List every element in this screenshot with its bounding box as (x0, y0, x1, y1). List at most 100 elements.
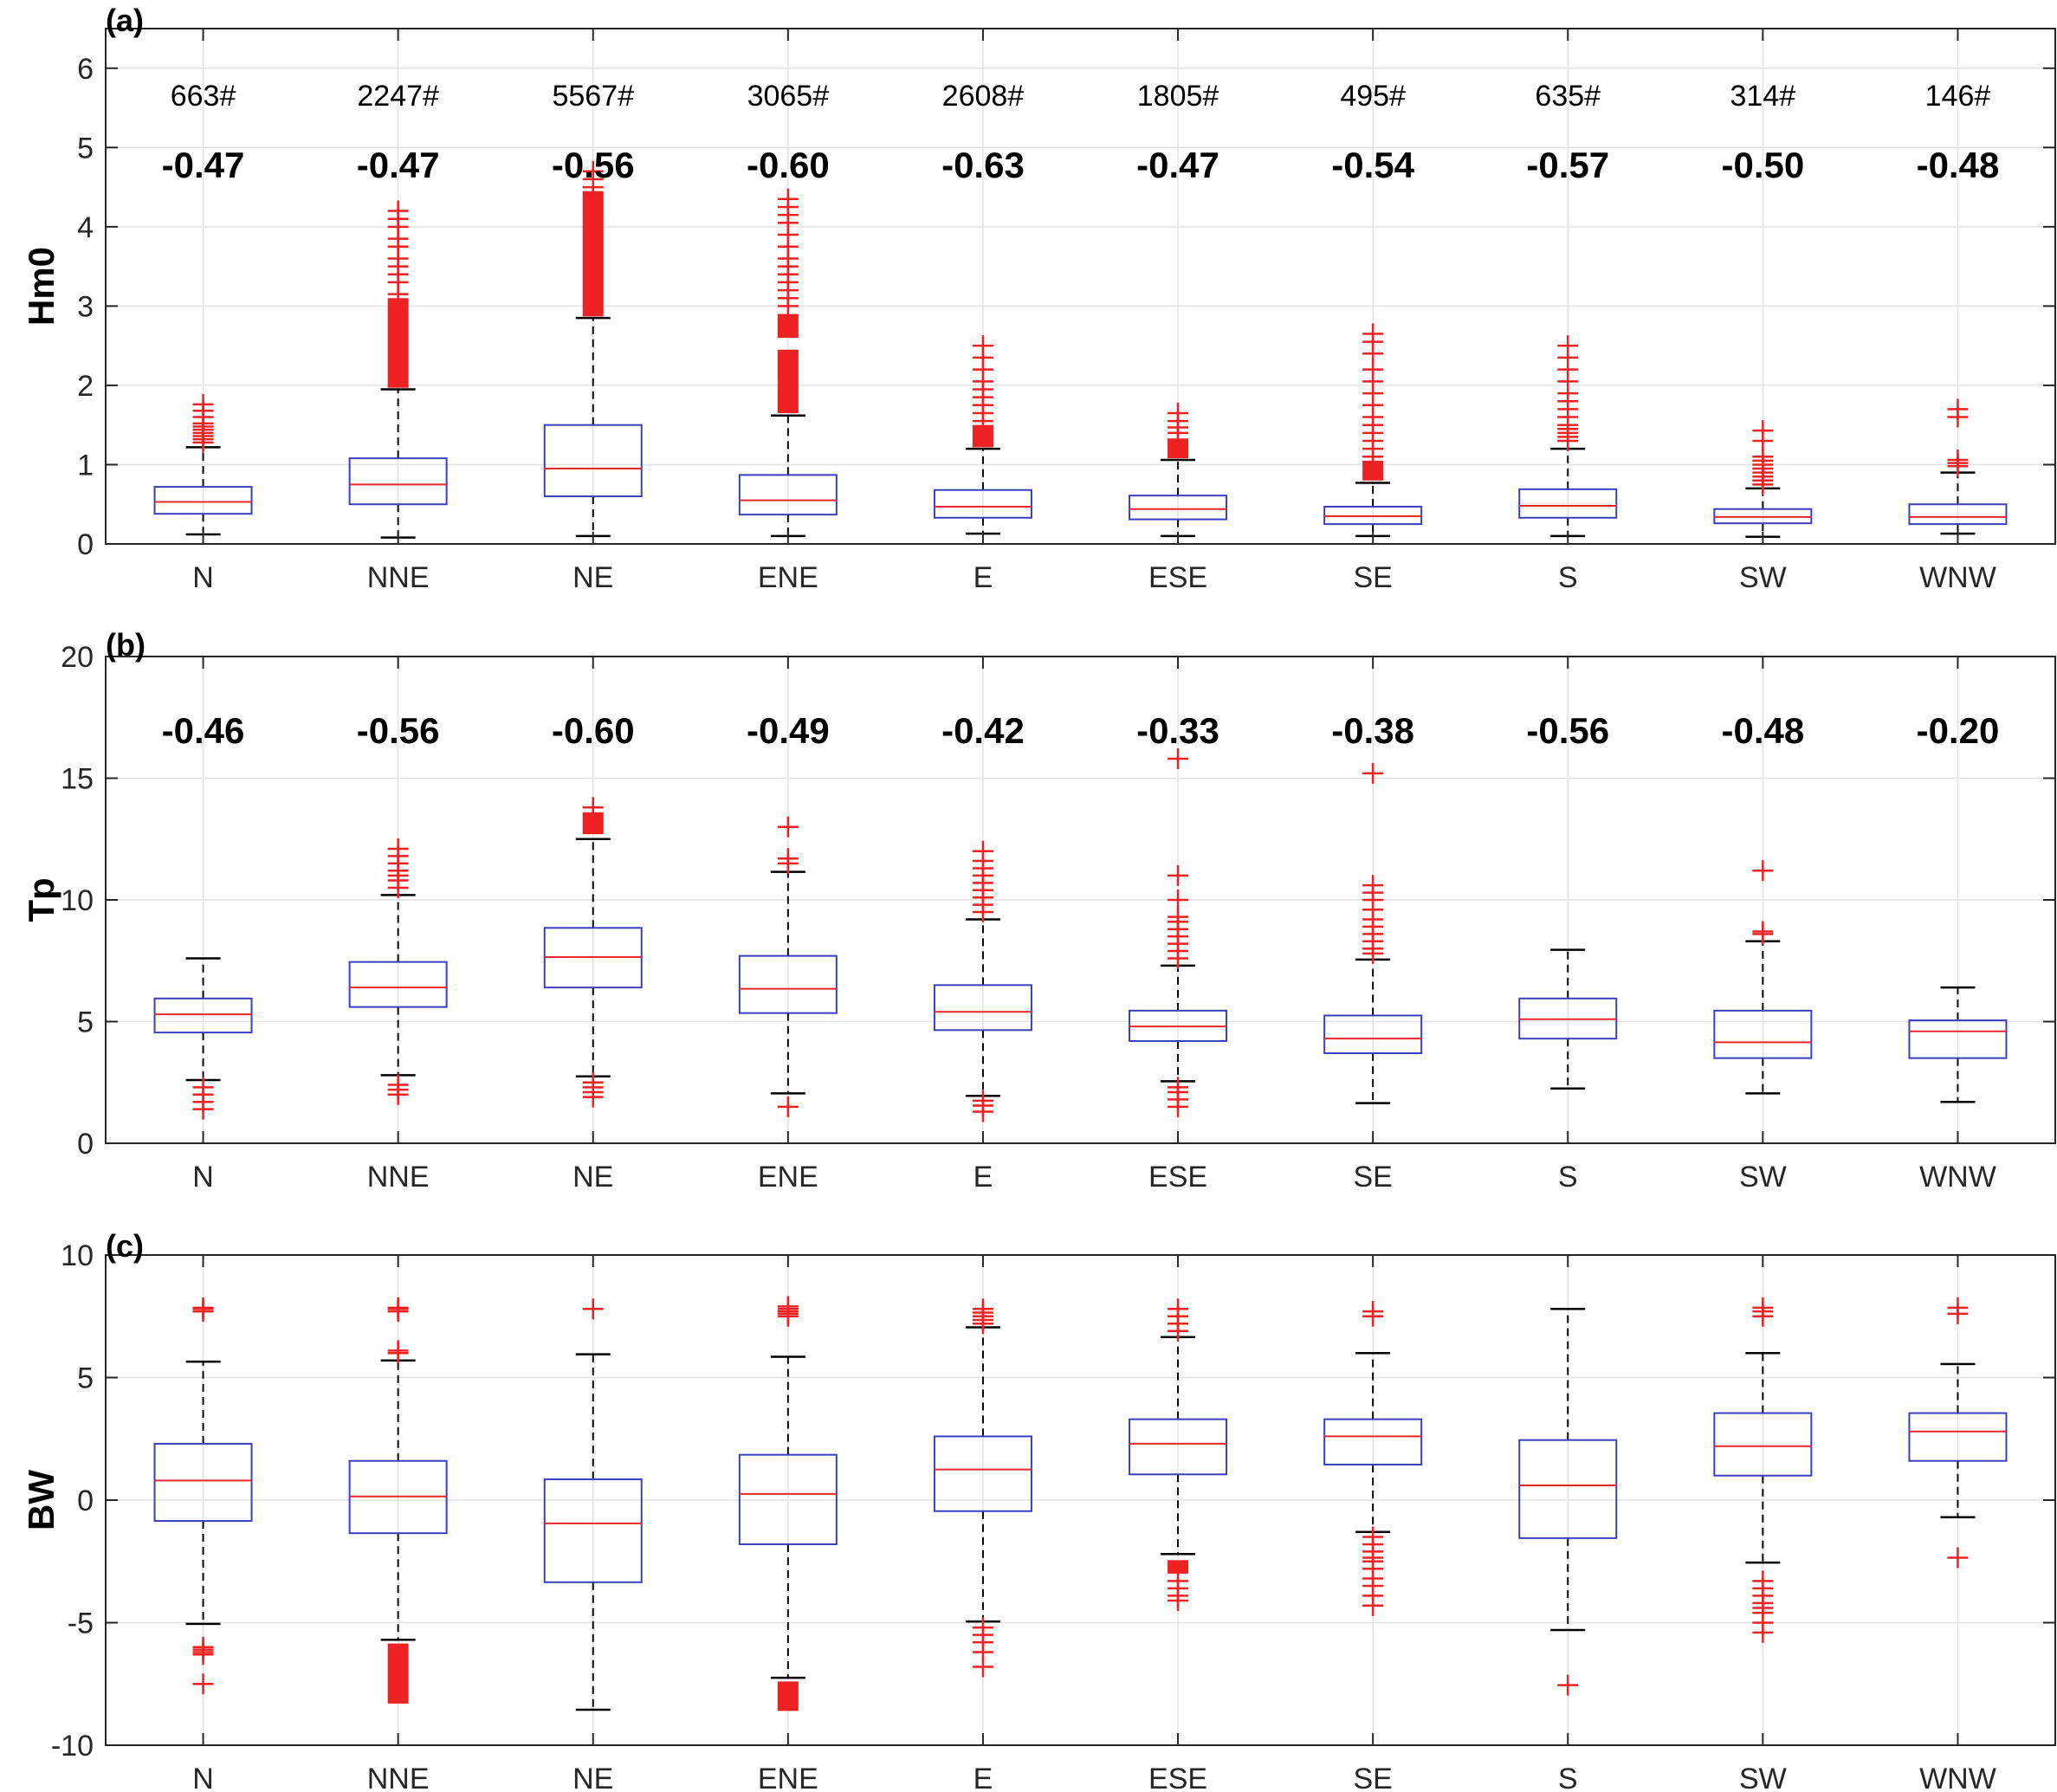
y-axis-label: BW (21, 1470, 61, 1530)
y-tick-label: 5 (77, 1006, 94, 1039)
outlier-marker (972, 1298, 993, 1320)
box-ENE (738, 816, 838, 1117)
iqr-box (153, 1442, 253, 1523)
iqr-box (348, 961, 448, 1008)
sample-count: 495# (1340, 80, 1406, 113)
x-tick-label: N (192, 1763, 214, 1792)
outlier-marker (192, 1644, 214, 1666)
outlier-marker (1168, 402, 1189, 424)
iqr-box (738, 474, 838, 516)
iqr-box (543, 424, 643, 498)
y-tick-label: 0 (77, 528, 94, 561)
panel-1: 0 5 10 15 20 N NNE NE ENE E ESE SE S SW WNW (b) Tp -0.46 -… (21, 627, 2056, 1194)
box-SW (1713, 1297, 1813, 1643)
outlier-marker (777, 1296, 799, 1317)
outlier-marker (1168, 890, 1189, 910)
box-NNE (348, 838, 448, 1105)
x-tick-label: WNW (1919, 561, 1996, 594)
iqr-box (933, 1435, 1032, 1512)
correlation-value: -0.56 (357, 710, 440, 751)
axes-frame (105, 28, 2056, 545)
iqr-box (1518, 488, 1618, 519)
x-tick-label: NNE (367, 1161, 430, 1194)
iqr-box (1323, 1014, 1423, 1055)
correlation-value: -0.56 (552, 145, 635, 185)
y-tick-label: 3 (77, 290, 94, 323)
box-ESE (1129, 748, 1228, 1117)
x-tick-label: NE (572, 1763, 613, 1792)
outlier-cluster (1362, 460, 1384, 481)
iqr-box (1713, 1009, 1813, 1059)
outlier-marker (1752, 1297, 1774, 1318)
box-WNW (1908, 1297, 2008, 1569)
outlier-marker (1947, 449, 1969, 470)
iqr-box (153, 486, 253, 515)
outlier-marker (192, 393, 214, 415)
outlier-marker (387, 1297, 409, 1318)
outlier-marker (582, 1298, 604, 1320)
x-tick-label: ENE (758, 1161, 818, 1194)
correlation-value: -0.20 (1917, 710, 2000, 751)
x-tick-label: ENE (758, 1763, 818, 1792)
box-WNW (1908, 398, 2008, 535)
x-tick-label: SW (1739, 1763, 1787, 1792)
iqr-box (1908, 503, 2008, 526)
x-tick-label: NNE (367, 1763, 430, 1792)
outlier-marker (1557, 335, 1579, 357)
box-E (933, 840, 1032, 1122)
correlation-value: -0.49 (747, 710, 830, 751)
x-tick-label: N (192, 1161, 214, 1194)
outlier-marker (1947, 1297, 1969, 1318)
iqr-box (738, 954, 838, 1014)
sample-count: 314# (1730, 80, 1796, 113)
y-tick-label: 6 (77, 53, 94, 86)
iqr-box (738, 1453, 838, 1545)
outlier-marker (1362, 1301, 1384, 1323)
outlier-cluster (777, 314, 799, 338)
correlation-value: -0.57 (1526, 145, 1609, 185)
x-tick-label: SE (1353, 561, 1392, 594)
iqr-box (348, 457, 448, 506)
x-tick-label: WNW (1919, 1161, 1996, 1194)
y-axis-label: Tp (21, 877, 61, 922)
x-tick-label: SW (1739, 1161, 1787, 1194)
box-ESE (1129, 1298, 1228, 1612)
box-SE (1323, 762, 1423, 1104)
y-tick-label: 2 (77, 370, 94, 403)
outlier-cluster (777, 1681, 799, 1711)
outlier-cluster (1168, 1560, 1189, 1574)
box-SE (1323, 323, 1423, 538)
panel-2: -10 -5 0 5 10 N NNE NE ENE E ESE SE S SW WNW (c) BW (21, 1228, 2056, 1792)
y-tick-label: 1 (77, 449, 94, 482)
outlier-marker (1362, 762, 1384, 784)
box-WNW (1908, 986, 2008, 1103)
outlier-marker (777, 1096, 799, 1117)
correlation-value: -0.48 (1917, 145, 2000, 185)
correlation-value: -0.33 (1136, 710, 1219, 751)
x-tick-label: ENE (758, 561, 818, 594)
outlier-marker (582, 1086, 604, 1108)
outlier-marker (1168, 1298, 1189, 1320)
x-tick-label: NNE (367, 561, 430, 594)
outlier-marker (1168, 748, 1189, 770)
correlation-value: -0.48 (1721, 710, 1804, 751)
box-NE (543, 797, 643, 1108)
iqr-box (1129, 495, 1228, 521)
outlier-marker (972, 1656, 993, 1678)
panel-label: (a) (106, 3, 144, 38)
y-axis-label: Hm0 (21, 247, 61, 326)
outlier-marker (1362, 875, 1384, 896)
outlier-cluster (582, 191, 604, 317)
outlier-cluster (387, 1643, 409, 1704)
correlation-value: -0.60 (747, 145, 830, 185)
panel-label: (c) (106, 1228, 144, 1264)
outlier-marker (1947, 398, 1969, 420)
x-tick-label: E (974, 561, 993, 594)
x-tick-label: ESE (1148, 561, 1207, 594)
sample-count: 3065# (747, 80, 830, 113)
sample-count: 1805# (1137, 80, 1219, 113)
box-NNE (348, 1297, 448, 1704)
x-tick-label: E (974, 1763, 993, 1792)
outlier-marker (972, 1101, 993, 1122)
iqr-box (933, 488, 1032, 519)
